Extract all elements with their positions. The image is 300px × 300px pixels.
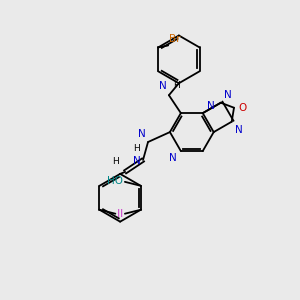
- Text: I: I: [117, 209, 121, 219]
- Text: HO: HO: [107, 176, 123, 186]
- Text: N: N: [235, 125, 242, 135]
- Text: Br: Br: [169, 34, 181, 44]
- Text: N: N: [207, 101, 214, 111]
- Text: N: N: [169, 153, 177, 163]
- Text: N: N: [224, 90, 232, 100]
- Text: N: N: [138, 129, 146, 139]
- Text: N: N: [133, 156, 141, 166]
- Text: O: O: [238, 103, 246, 113]
- Text: I: I: [120, 209, 123, 219]
- Text: N: N: [159, 81, 167, 91]
- Text: H: H: [112, 157, 119, 166]
- Text: H: H: [133, 144, 140, 153]
- Text: H: H: [173, 81, 180, 90]
